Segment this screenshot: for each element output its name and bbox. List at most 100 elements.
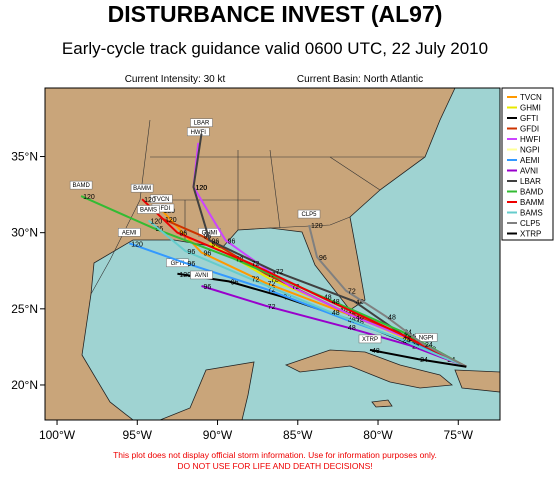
hour-label: 72 <box>271 276 279 283</box>
model-tag-label: AVNI <box>195 273 209 279</box>
hour-label: 120 <box>144 197 156 204</box>
x-tick-label: 100°W <box>39 428 76 442</box>
hour-label: 72 <box>252 276 260 283</box>
hour-label: 72 <box>268 281 276 288</box>
model-tag-label: XTRP <box>362 337 378 343</box>
legend-label: BAMS <box>520 209 543 218</box>
model-tag <box>166 258 189 268</box>
subtitle: Early-cycle track guidance valid 0600 UT… <box>62 39 488 58</box>
hour-label: 72 <box>348 289 356 296</box>
model-tag <box>190 270 213 280</box>
hour-label: 96 <box>187 261 195 268</box>
model-tag <box>150 194 173 204</box>
track <box>308 224 467 368</box>
model-tag-label: TVCN <box>153 197 169 203</box>
cuba <box>284 349 453 389</box>
hour-label: 96 <box>228 238 236 245</box>
border <box>269 216 351 229</box>
legend-label: GFTI <box>520 114 538 123</box>
title: DISTURBANCE INVEST (AL97) <box>108 1 443 27</box>
map <box>44 87 501 421</box>
model-tag <box>69 180 93 190</box>
hour-label: 24 <box>402 337 410 344</box>
x-tick-label: 85°W <box>283 428 313 442</box>
hour-label: 24 <box>412 343 420 350</box>
hour-label: 120 <box>311 223 323 230</box>
track <box>201 285 467 368</box>
legend-label: HWFI <box>520 135 540 144</box>
hour-label: 96 <box>187 249 195 256</box>
track <box>369 348 467 368</box>
hour-label: 48 <box>332 310 340 317</box>
hour-label: 72 <box>276 269 284 276</box>
legend-label: CLP5 <box>520 219 541 228</box>
model-tag-label: BAMD <box>72 183 90 189</box>
track <box>147 219 467 368</box>
model-tag-label: AEMI <box>122 230 137 236</box>
hour-label: 96 <box>212 238 220 245</box>
hour-label: 48 <box>348 325 356 332</box>
disclaimer: DO NOT USE FOR LIFE AND DEATH DECISIONS! <box>177 461 372 471</box>
hour-label: 48 <box>340 307 348 314</box>
hour-label: 120 <box>83 194 95 201</box>
model-tag-label: BAMS <box>140 207 157 213</box>
x-tick-label: 75°W <box>444 428 474 442</box>
hour-label: 96 <box>203 284 211 291</box>
hour-label: 72 <box>292 284 300 291</box>
hour-label: 24 <box>420 357 428 364</box>
legend-label: AVNI <box>520 167 538 176</box>
hour-label: 120 <box>151 218 163 225</box>
basin: Current Basin: North Atlantic <box>297 74 423 85</box>
hour-label: 48 <box>332 299 340 306</box>
model-tag <box>190 118 213 127</box>
hour-label: 96 <box>203 250 211 257</box>
border <box>329 156 381 191</box>
legend <box>501 87 554 241</box>
hour-label: 96 <box>203 234 211 241</box>
model-tag-label: BAMM <box>133 186 151 192</box>
hour-label: 96 <box>231 279 239 286</box>
hour-label: 48 <box>388 314 396 321</box>
hour-label: 96 <box>179 231 187 238</box>
x-tick-label: 80°W <box>363 428 393 442</box>
model-tag <box>358 334 382 344</box>
hour-label: 120 <box>179 272 191 279</box>
model-tag <box>118 228 141 237</box>
legend-label: LBAR <box>520 177 541 186</box>
hour-label: 24 <box>412 340 420 347</box>
legend-label: GHMI <box>520 104 541 113</box>
model-tag <box>130 183 154 193</box>
map-frame <box>44 87 501 421</box>
legend-label: XTRP <box>520 230 541 239</box>
hour-label: 72 <box>252 261 260 268</box>
legend-label: BAMD <box>520 188 543 197</box>
y-tick-label: 30°N <box>11 226 38 240</box>
hour-label: 120 <box>195 185 207 192</box>
legend-label: BAMM <box>520 198 544 207</box>
x-tick-label: 90°W <box>203 428 233 442</box>
model-tag-label: GFDI <box>156 206 171 212</box>
x-tick-label: 95°W <box>123 428 153 442</box>
model-tag-label: LBAR <box>194 121 210 127</box>
hour-label: 120 <box>131 241 143 248</box>
border <box>269 149 281 229</box>
y-tick-label: 35°N <box>11 150 38 164</box>
y-tick-label: 25°N <box>11 302 38 316</box>
model-tag-label: GFTI <box>171 261 185 267</box>
model-tag <box>187 127 210 137</box>
legend-label: AEMI <box>520 156 540 165</box>
hour-label: 48 <box>324 295 332 302</box>
hour-label: 24 <box>425 342 433 349</box>
hour-label: 72 <box>236 257 244 264</box>
hour-label: 48 <box>356 314 364 321</box>
jamaica <box>371 399 393 408</box>
hour-label: 48 <box>356 299 364 306</box>
model-tag <box>297 209 321 219</box>
legend-label: GFDI <box>520 125 539 134</box>
hour-label: 24 <box>404 333 412 340</box>
model-tag-label: HWFI <box>191 130 207 136</box>
hour-label: 72 <box>268 287 276 294</box>
hour-label: 120 <box>165 217 177 224</box>
y-tick-label: 20°N <box>11 378 38 392</box>
